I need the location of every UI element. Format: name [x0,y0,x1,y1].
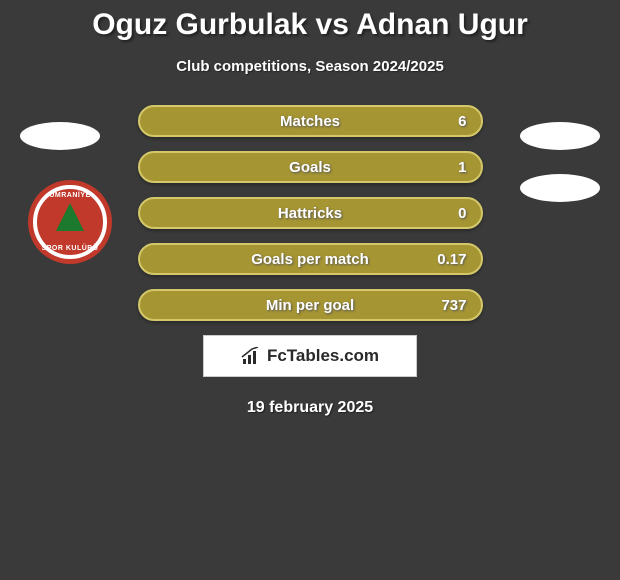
stat-value: 737 [441,297,466,314]
stat-label: Matches [280,113,340,130]
club-badge-ring: ÜMRANİYE SPOR KULÜBÜ [33,185,107,259]
source-logo[interactable]: FcTables.com [203,335,417,377]
club-badge-top-text: ÜMRANİYE [49,192,90,199]
stat-label: Min per goal [266,297,354,314]
player-right-avatar-placeholder [520,122,600,150]
logo-text: FcTables.com [267,346,379,366]
stat-value: 1 [458,159,466,176]
stat-label: Hattricks [278,205,342,222]
stat-value: 0 [458,205,466,222]
date-text: 19 february 2025 [0,399,620,417]
club-badge-bottom-text: SPOR KULÜBÜ [42,245,99,252]
club-badge-umraniye: ÜMRANİYE SPOR KULÜBÜ [28,180,112,264]
player-left-avatar-placeholder [20,122,100,150]
stat-value: 0.17 [437,251,466,268]
tree-icon [56,203,84,231]
club-right-badge-placeholder [520,174,600,202]
stat-label: Goals per match [251,251,369,268]
stat-label: Goals [289,159,331,176]
stat-value: 6 [458,113,466,130]
page-title: Oguz Gurbulak vs Adnan Ugur [0,0,620,42]
stat-row-hattricks: Hattricks 0 [138,197,483,229]
stat-row-min-per-goal: Min per goal 737 [138,289,483,321]
stat-row-goals-per-match: Goals per match 0.17 [138,243,483,275]
stats-container: Matches 6 Goals 1 Hattricks 0 Goals per … [138,105,483,321]
chart-icon [241,347,261,365]
stat-row-goals: Goals 1 [138,151,483,183]
stat-row-matches: Matches 6 [138,105,483,137]
subtitle: Club competitions, Season 2024/2025 [0,58,620,75]
